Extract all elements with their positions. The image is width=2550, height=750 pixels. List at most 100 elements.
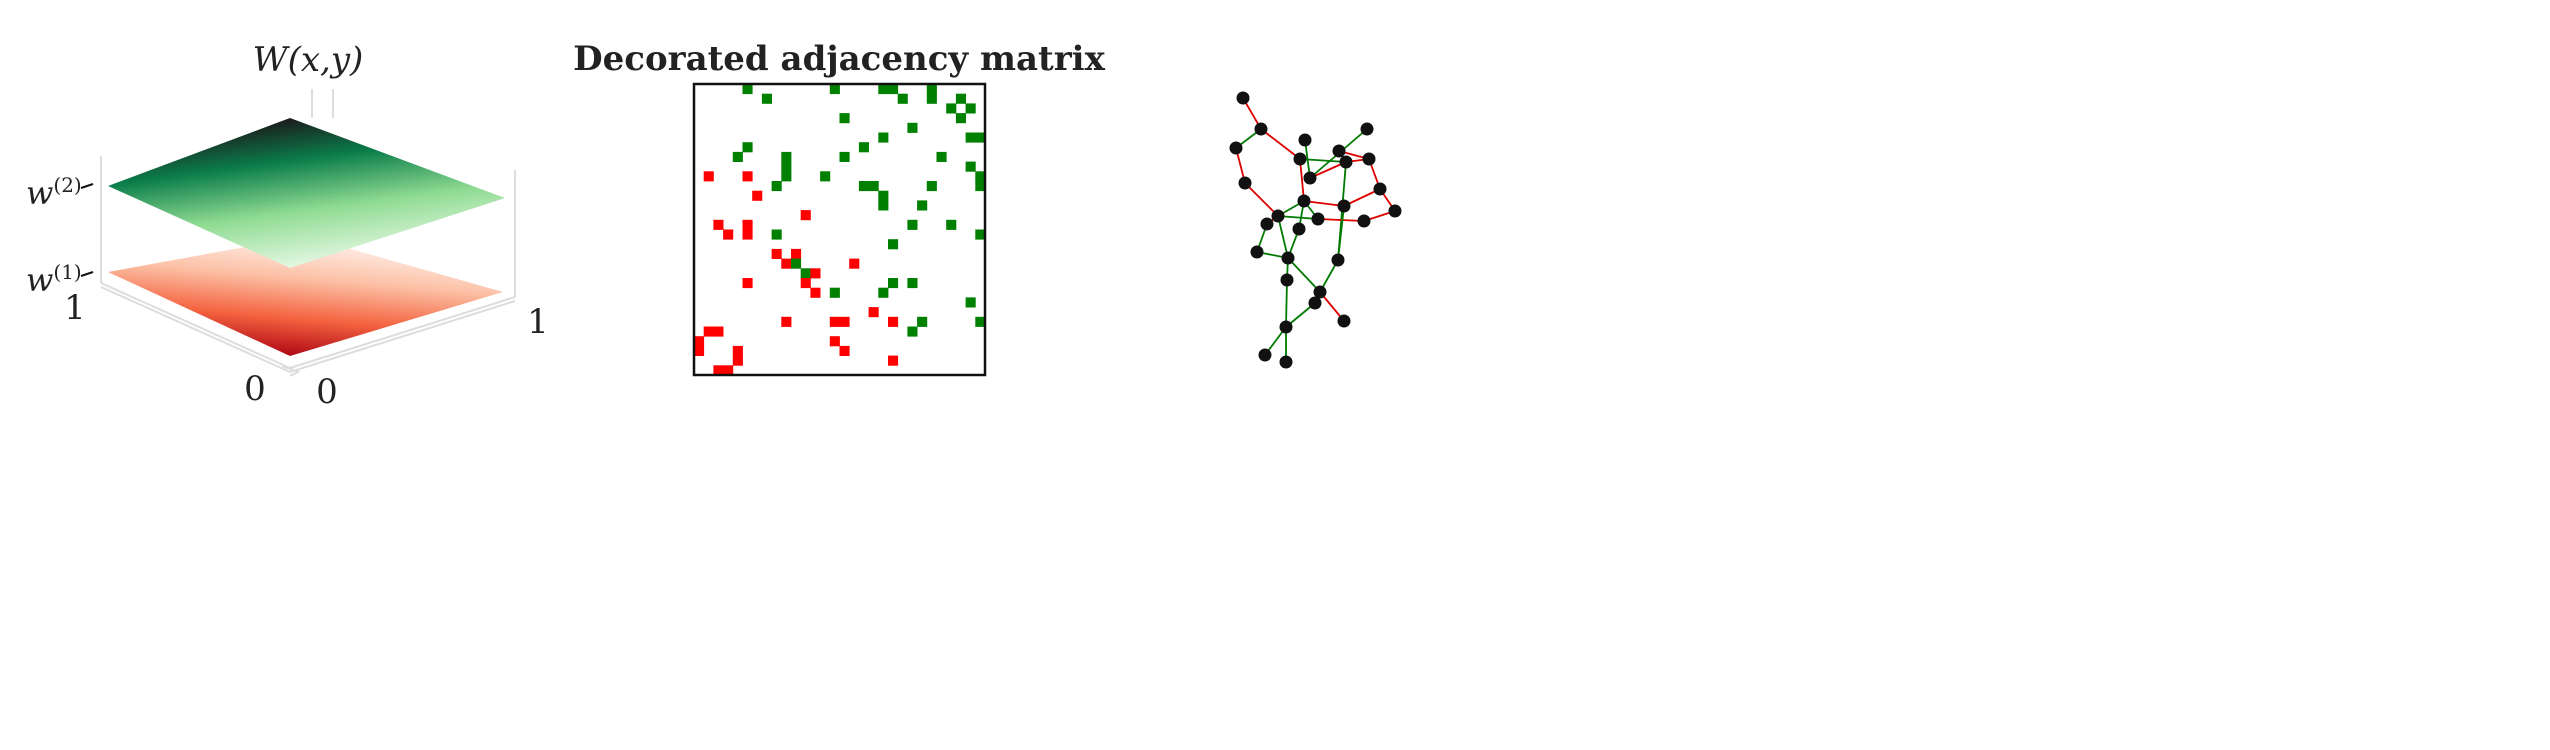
matrix-frame bbox=[692, 82, 987, 377]
matrix-cell-green bbox=[965, 161, 976, 172]
matrix-cell-green bbox=[732, 151, 743, 162]
network-graph bbox=[1229, 91, 1402, 369]
matrix-cell-green bbox=[936, 151, 947, 162]
matrix-cell-red bbox=[732, 355, 743, 366]
y-tick-label-0: 0 bbox=[316, 372, 338, 412]
network-edge-red bbox=[1303, 200, 1345, 207]
network-node bbox=[1362, 152, 1376, 166]
y-tick-label-1: 1 bbox=[527, 302, 549, 342]
surface-box-lines bbox=[100, 89, 516, 377]
network-node bbox=[1339, 155, 1353, 169]
z-axis-label: W(x,y) bbox=[253, 40, 364, 80]
matrix-cell-red bbox=[713, 326, 724, 337]
matrix-cell-green bbox=[907, 122, 918, 133]
matrix-cell-red bbox=[694, 336, 705, 347]
network-edges bbox=[1235, 97, 1396, 362]
matrix-cell-green bbox=[858, 181, 869, 192]
matrix-cell-green bbox=[926, 93, 937, 104]
z-tick-marks bbox=[80, 183, 94, 277]
network-edge-green bbox=[1337, 205, 1345, 261]
adjacency-matrix-plot: Decorated adjacency matrix bbox=[573, 39, 1106, 377]
matrix-cell-green bbox=[955, 93, 966, 104]
network-node bbox=[1279, 355, 1293, 369]
matrix-cell-red bbox=[694, 345, 705, 356]
network-node bbox=[1293, 152, 1307, 166]
matrix-cell-green bbox=[907, 278, 918, 289]
matrix-cell-green bbox=[965, 103, 976, 114]
surface-plot: W(x,y) w(2) w(1) 1 0 0 1 bbox=[26, 40, 549, 412]
network-edge-red bbox=[1317, 218, 1365, 222]
matrix-cell-red bbox=[800, 278, 811, 289]
matrix-cell-red bbox=[732, 345, 743, 356]
matrix-cell-red bbox=[723, 365, 734, 376]
matrix-cell-red bbox=[771, 248, 782, 259]
matrix-cell-green bbox=[839, 151, 850, 162]
matrix-cell-red bbox=[829, 336, 840, 347]
matrix-cell-green bbox=[946, 219, 957, 230]
matrix-cell-green bbox=[917, 200, 928, 211]
matrix-cell-green bbox=[761, 93, 772, 104]
matrix-cell-green bbox=[878, 132, 889, 143]
z-tick-label-w2: w(2) bbox=[26, 173, 82, 212]
matrix-cell-red bbox=[781, 258, 792, 269]
matrix-cell-green bbox=[888, 239, 899, 250]
matrix-cell-red bbox=[742, 219, 753, 230]
matrix-cell-red bbox=[839, 345, 850, 356]
matrix-cell-green bbox=[742, 142, 753, 153]
matrix-cell-red bbox=[723, 229, 734, 240]
matrix-cell-green bbox=[975, 171, 986, 182]
network-node bbox=[1388, 204, 1402, 218]
matrix-cell-red bbox=[713, 219, 724, 230]
matrix-cell-red bbox=[810, 268, 821, 279]
network-node bbox=[1258, 348, 1272, 362]
network-node bbox=[1298, 133, 1312, 147]
matrix-cell-green bbox=[839, 113, 850, 124]
network-node bbox=[1337, 314, 1351, 328]
network-node bbox=[1360, 122, 1374, 136]
matrix-cell-green bbox=[926, 84, 937, 95]
matrix-cell-red bbox=[888, 355, 899, 366]
matrix-cell-green bbox=[975, 132, 986, 143]
x-tick-label-0: 0 bbox=[244, 369, 266, 409]
matrix-cell-green bbox=[829, 84, 840, 95]
network-node bbox=[1303, 171, 1317, 185]
matrix-cells bbox=[694, 84, 986, 376]
matrix-cell-green bbox=[888, 84, 899, 95]
network-node bbox=[1271, 209, 1285, 223]
network-node bbox=[1373, 182, 1387, 196]
x-tick-label-1: 1 bbox=[64, 288, 86, 328]
matrix-cell-red bbox=[742, 171, 753, 182]
matrix-cell-green bbox=[926, 181, 937, 192]
matrix-cell-green bbox=[781, 161, 792, 172]
matrix-cell-red bbox=[742, 229, 753, 240]
network-node bbox=[1260, 217, 1274, 231]
matrix-cell-red bbox=[800, 210, 811, 221]
z-tick-label-w1: w(1) bbox=[26, 260, 82, 299]
network-node bbox=[1357, 214, 1371, 228]
network-node bbox=[1313, 285, 1327, 299]
network-edge-green bbox=[1277, 215, 1319, 220]
network-edge-green bbox=[1299, 158, 1347, 163]
matrix-cell-green bbox=[965, 297, 976, 308]
network-edge-green bbox=[1285, 279, 1288, 328]
matrix-cell-green bbox=[791, 258, 802, 269]
network-node bbox=[1297, 194, 1311, 208]
matrix-cell-green bbox=[829, 287, 840, 298]
upper-plane-w2 bbox=[108, 118, 505, 268]
network-node bbox=[1337, 199, 1351, 213]
network-edge-green bbox=[1287, 257, 1321, 293]
network-edge-red bbox=[1244, 182, 1279, 217]
matrix-cell-green bbox=[771, 229, 782, 240]
matrix-cell-green bbox=[878, 200, 889, 211]
matrix-cell-red bbox=[703, 326, 714, 337]
matrix-cell-green bbox=[800, 268, 811, 279]
network-node bbox=[1250, 245, 1264, 259]
network-node bbox=[1281, 251, 1295, 265]
network-node bbox=[1292, 222, 1306, 236]
matrix-cell-green bbox=[858, 142, 869, 153]
matrix-cell-green bbox=[965, 132, 976, 143]
matrix-cell-red bbox=[703, 171, 714, 182]
matrix-cell-green bbox=[917, 316, 928, 327]
network-node bbox=[1332, 144, 1346, 158]
network-node bbox=[1311, 212, 1325, 226]
